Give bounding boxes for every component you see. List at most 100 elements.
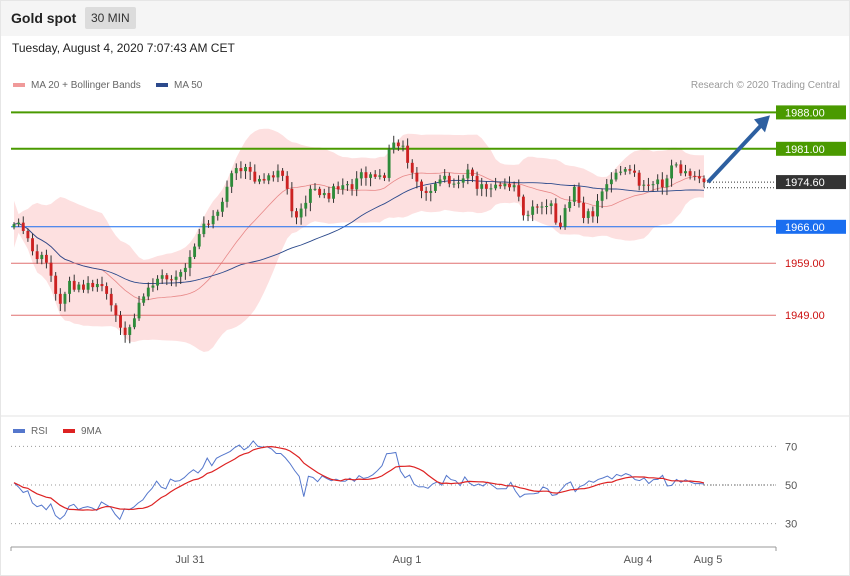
candle-body bbox=[95, 284, 99, 288]
candle-body bbox=[637, 172, 641, 186]
candle-body bbox=[91, 282, 95, 288]
candle-body bbox=[475, 175, 479, 189]
candle-body bbox=[642, 184, 646, 186]
candle-body bbox=[563, 208, 567, 227]
candle-body bbox=[512, 185, 516, 188]
time-label: Aug 5 bbox=[694, 554, 723, 566]
candle-body bbox=[179, 272, 183, 277]
candle-body bbox=[271, 175, 275, 178]
legend-rsi-label: RSI bbox=[31, 426, 48, 437]
candle-body bbox=[628, 169, 632, 171]
candle-body bbox=[660, 179, 664, 188]
candle-body bbox=[373, 174, 377, 177]
candle-body bbox=[12, 224, 16, 228]
candle-body bbox=[387, 149, 391, 178]
forecast-arrow-shaft bbox=[706, 123, 764, 184]
candle-body bbox=[341, 185, 345, 190]
candle-body bbox=[345, 184, 349, 186]
rsi-swatch bbox=[13, 429, 25, 434]
candle-body bbox=[234, 168, 238, 174]
candle-body bbox=[480, 184, 484, 189]
candle-body bbox=[216, 211, 220, 216]
timeframe-badge[interactable]: 30 MIN bbox=[85, 7, 136, 29]
level-label-5: 1949.00 bbox=[785, 310, 825, 322]
rsi-line bbox=[13, 440, 705, 521]
legend-ma20-label: MA 20 + Bollinger Bands bbox=[31, 80, 141, 91]
bollinger-band bbox=[14, 128, 704, 352]
candle-body bbox=[44, 254, 48, 263]
candle-body bbox=[72, 280, 76, 290]
candle-body bbox=[410, 162, 414, 173]
candle-body bbox=[239, 168, 243, 172]
rsi-tick-30: 30 bbox=[785, 519, 797, 531]
candle-body bbox=[697, 176, 701, 179]
candle-body bbox=[438, 179, 442, 184]
candle-body bbox=[304, 202, 308, 209]
candle-body bbox=[220, 201, 224, 212]
candle-body bbox=[313, 188, 317, 190]
candle-body bbox=[429, 190, 433, 193]
candle-body bbox=[281, 170, 285, 176]
candle-body bbox=[183, 267, 187, 273]
candle-body bbox=[378, 175, 382, 177]
candle-body bbox=[244, 167, 247, 172]
candle-body bbox=[674, 164, 678, 166]
candle-body bbox=[526, 214, 530, 216]
candle-body bbox=[494, 184, 498, 189]
candle-body bbox=[498, 184, 502, 187]
candle-body bbox=[535, 206, 539, 208]
ma50-swatch bbox=[156, 83, 168, 88]
candle-body bbox=[100, 284, 104, 287]
candle-body bbox=[109, 293, 113, 306]
candle-body bbox=[586, 211, 590, 218]
candle-body bbox=[577, 186, 581, 203]
ma20-line bbox=[13, 171, 705, 301]
candle-body bbox=[21, 222, 25, 231]
candle-body bbox=[299, 208, 303, 218]
legend-rsi: RSI bbox=[13, 426, 48, 437]
candle-body bbox=[471, 169, 474, 176]
candle-body bbox=[77, 284, 81, 290]
candle-body bbox=[128, 327, 132, 335]
candle-body bbox=[318, 188, 322, 196]
candle-body bbox=[702, 178, 706, 183]
candle-body bbox=[230, 173, 234, 187]
legend-ma20: MA 20 + Bollinger Bands bbox=[13, 80, 141, 91]
candle-body bbox=[646, 184, 650, 186]
legend-rsi-ma: 9MA bbox=[63, 426, 102, 437]
candle-body bbox=[146, 287, 150, 297]
candle-body bbox=[197, 234, 201, 247]
candle-body bbox=[151, 285, 155, 288]
candle-body bbox=[651, 184, 655, 186]
candle-body bbox=[508, 183, 511, 188]
candle-body bbox=[461, 178, 465, 183]
candle-body bbox=[58, 293, 62, 304]
ma20-swatch bbox=[13, 83, 25, 88]
candle-body bbox=[369, 174, 373, 178]
candle-body bbox=[137, 302, 141, 319]
candle-body bbox=[156, 278, 159, 286]
candle-body bbox=[582, 202, 586, 218]
research-credit: Research © 2020 Trading Central bbox=[690, 80, 840, 91]
candle-body bbox=[600, 191, 604, 201]
candle-body bbox=[424, 190, 428, 193]
candle-body bbox=[165, 275, 169, 280]
candle-body bbox=[86, 282, 90, 290]
candle-body bbox=[484, 184, 488, 189]
candle-body bbox=[609, 179, 613, 185]
time-label: Aug 1 bbox=[393, 554, 422, 566]
candle-body bbox=[258, 178, 261, 182]
candle-body bbox=[290, 188, 294, 212]
candle-body bbox=[350, 184, 354, 190]
candle-body bbox=[123, 327, 127, 335]
candle-body bbox=[267, 175, 271, 181]
candle-body bbox=[202, 223, 206, 235]
candle-body bbox=[401, 145, 405, 147]
candle-body bbox=[452, 183, 456, 185]
candle-body bbox=[559, 222, 562, 227]
candle-body bbox=[447, 175, 451, 184]
candle-body bbox=[26, 230, 30, 239]
time-label: Jul 31 bbox=[175, 554, 204, 566]
candle-body bbox=[248, 167, 252, 172]
